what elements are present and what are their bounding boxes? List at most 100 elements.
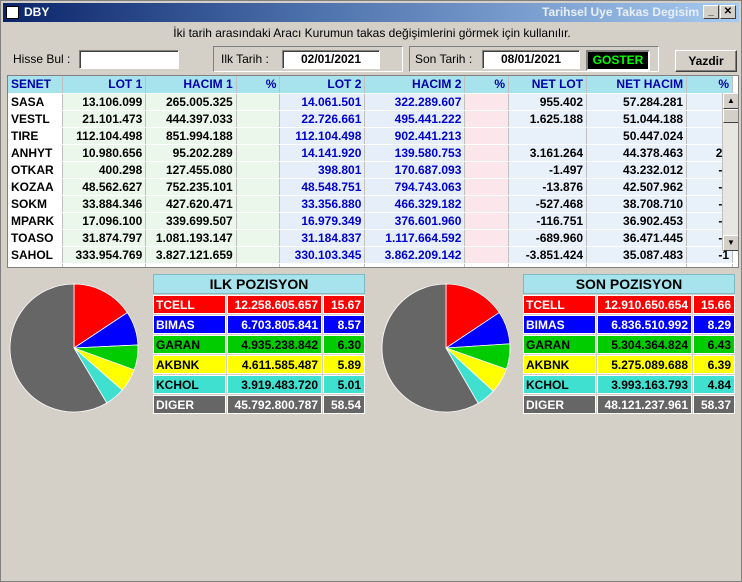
takas-table: SENET LOT 1 HACIM 1% LOT 2 HACIM 2% NET LOT NE… xyxy=(8,76,734,267)
cell-lot1: 10.980.656 xyxy=(62,144,147,162)
cell-senet: SAHOL xyxy=(8,246,63,264)
cell-lot1: 333.954.769 xyxy=(62,246,147,264)
table-row[interactable]: OTKAR 400.298 127.455.080 398.801 170.687.09… xyxy=(8,161,734,179)
position-pct: 58.37 xyxy=(693,395,735,414)
position-pct: 8.57 xyxy=(323,315,365,334)
table-row[interactable]: MPARK 17.096.100 339.699.507 16.979.349 376.… xyxy=(8,212,734,230)
cell-netlot: 1.625.188 xyxy=(508,110,588,128)
goster-button[interactable]: GOSTER xyxy=(586,50,650,71)
totals-row: 5.935.775.96978.221.520.336100,005.073.4… xyxy=(8,263,734,267)
total-lot1: 5.935.775.969 xyxy=(62,263,147,267)
cell-lot1: 13.106.099 xyxy=(62,93,147,111)
cell-lot1: 400.298 xyxy=(62,161,147,179)
position-pct: 6.39 xyxy=(693,355,735,374)
cell-senet: SASA xyxy=(8,93,63,111)
position-row: KCHOL 3.993.163.793 4.84 xyxy=(523,375,735,394)
position-row: GARAN 4.935.238.842 6.30 xyxy=(153,335,365,354)
cell-lot2: 398.801 xyxy=(279,161,366,179)
position-name: KCHOL xyxy=(153,375,226,394)
total-hacim1: 78.221.520.336 xyxy=(145,263,237,267)
cell-pct2 xyxy=(464,93,510,111)
cell-hacim2: 794.743.063 xyxy=(364,178,466,196)
cell-senet: TIRE xyxy=(8,127,63,145)
close-button[interactable]: ✕ xyxy=(720,5,736,19)
cell-pct1 xyxy=(236,93,281,111)
window-title: Tarihsel Uye Takas Degisim xyxy=(542,5,699,19)
position-name: TCELL xyxy=(523,295,596,314)
column-header-netlot[interactable]: NET LOT xyxy=(508,76,588,94)
cell-hacim2: 3.862.209.142 xyxy=(364,246,466,264)
pie-slice-tcell xyxy=(445,283,500,349)
column-header-pct1[interactable]: % xyxy=(236,76,281,94)
column-header-pct2[interactable]: % xyxy=(464,76,510,94)
position-row: AKBNK 4.611.585.487 5.89 xyxy=(153,355,365,374)
column-header-hacim2[interactable]: HACIM 2 xyxy=(364,76,466,94)
table-row[interactable]: TIRE 112.104.498 851.994.188 112.104.498 902… xyxy=(8,127,734,145)
table-row[interactable]: SOKM 33.884.346 427.620.471 33.356.880 466.3… xyxy=(8,195,734,213)
cell-pct1 xyxy=(236,110,281,128)
table-row[interactable]: VESTL 21.101.473 444.397.033 22.726.661 495.… xyxy=(8,110,734,128)
cell-hacim1: 851.994.188 xyxy=(145,127,237,145)
minimize-button[interactable]: _ xyxy=(703,5,719,19)
yazdir-button[interactable]: Yazdir xyxy=(675,50,737,72)
column-header-senet[interactable]: SENET xyxy=(8,76,63,94)
position-value: 6.703.805.841 xyxy=(227,315,322,334)
table-row[interactable]: SAHOL 333.954.769 3.827.121.659 330.103.345… xyxy=(8,246,734,264)
position-pct: 15.67 xyxy=(323,295,365,314)
cell-lot1: 33.884.346 xyxy=(62,195,147,213)
column-header-pct3[interactable]: % xyxy=(686,76,734,94)
cell-hacim1: 339.699.507 xyxy=(145,212,237,230)
column-header-lot2[interactable]: LOT 2 xyxy=(279,76,366,94)
total-pct1: 100,00 xyxy=(236,263,281,267)
search-input[interactable] xyxy=(79,50,179,69)
title-bar[interactable]: DBY Tarihsel Uye Takas Degisim _ ✕ xyxy=(3,3,739,22)
table-row[interactable]: KOZAA 48.562.627 752.235.101 48.548.751 794.… xyxy=(8,178,734,196)
cell-netlot: 955.402 xyxy=(508,93,588,111)
cell-lot1: 48.562.627 xyxy=(62,178,147,196)
cell-nethacim: 35.087.483 xyxy=(586,246,688,264)
vertical-scrollbar[interactable]: ▲ ▼ xyxy=(722,93,738,251)
position-row: TCELL 12.910.650.654 15.66 xyxy=(523,295,735,314)
total-lot2: 5.073.462.987 xyxy=(279,263,366,267)
table-row[interactable]: ANHYT 10.980.656 95.202.289 14.141.920 139.5… xyxy=(8,144,734,162)
position-value: 5.304.364.824 xyxy=(597,335,692,354)
table-row[interactable]: SASA 13.106.099 265.005.325 14.061.501 322.2… xyxy=(8,93,734,111)
position-name: GARAN xyxy=(523,335,596,354)
end-date-field[interactable]: 08/01/2021 xyxy=(482,50,580,69)
cell-pct1 xyxy=(236,127,281,145)
position-value: 5.275.089.688 xyxy=(597,355,692,374)
cell-pct3: 6 xyxy=(686,93,734,111)
cell-nethacim: 38.708.710 xyxy=(586,195,688,213)
cell-pct3: -1 xyxy=(686,246,734,264)
total-pct2: 100,00 xyxy=(464,263,510,267)
cell-nethacim: 42.507.962 xyxy=(586,178,688,196)
cell-hacim1: 1.081.193.147 xyxy=(145,229,237,247)
cell-nethacim: 44.378.463 xyxy=(586,144,688,162)
column-header-nethacim[interactable]: NET HACIM xyxy=(586,76,688,94)
scroll-up-icon[interactable]: ▲ xyxy=(723,93,738,109)
pie-slice-diger xyxy=(9,283,108,413)
cell-hacim2: 1.117.664.592 xyxy=(364,229,466,247)
column-header-lot1[interactable]: LOT 1 xyxy=(62,76,147,94)
table-row[interactable]: TOASO 31.874.797 1.081.193.147 31.184.837 1.… xyxy=(8,229,734,247)
data-grid: SENET LOT 1 HACIM 1% LOT 2 HACIM 2% NET LOT NE… xyxy=(7,75,739,268)
position-row: DIGER 45.792.800.787 58.54 xyxy=(153,395,365,414)
cell-netlot xyxy=(508,127,588,145)
position-row: KCHOL 3.919.483.720 5.01 xyxy=(153,375,365,394)
column-header-hacim1[interactable]: HACIM 1 xyxy=(145,76,237,94)
cell-pct2 xyxy=(464,127,510,145)
position-value: 4.611.585.487 xyxy=(227,355,322,374)
cell-pct2 xyxy=(464,144,510,162)
start-date-field[interactable]: 02/01/2021 xyxy=(282,50,380,69)
position-row: GARAN 5.304.364.824 6.43 xyxy=(523,335,735,354)
position-value: 3.919.483.720 xyxy=(227,375,322,394)
ilk-pozisyon-title: ILK POZISYON xyxy=(153,274,365,294)
position-name: DIGER xyxy=(523,395,596,414)
scroll-thumb[interactable] xyxy=(723,109,738,123)
position-value: 6.836.510.992 xyxy=(597,315,692,334)
scroll-down-icon[interactable]: ▼ xyxy=(723,235,738,251)
position-row: TCELL 12.258.605.657 15.67 xyxy=(153,295,365,314)
cell-hacim2: 322.289.607 xyxy=(364,93,466,111)
son-pie-chart xyxy=(381,283,511,413)
